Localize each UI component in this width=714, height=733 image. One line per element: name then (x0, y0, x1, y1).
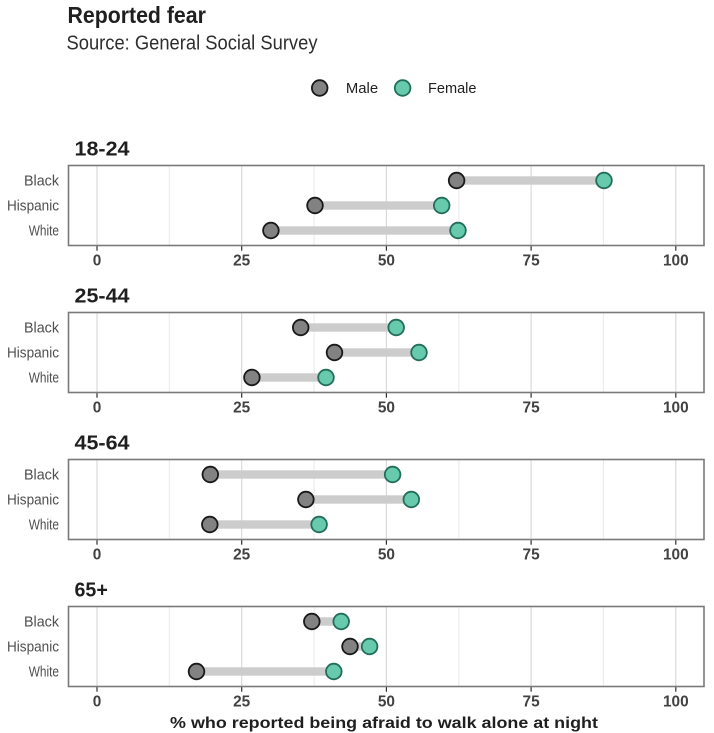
svg-text:100: 100 (663, 399, 689, 416)
svg-text:100: 100 (663, 693, 689, 710)
svg-text:45-64: 45-64 (75, 433, 131, 455)
svg-text:White: White (29, 517, 59, 534)
svg-text:Source: General Social Survey: Source: General Social Survey (67, 32, 319, 55)
svg-text:75: 75 (523, 693, 541, 710)
svg-text:Black: Black (24, 614, 59, 631)
svg-text:Reported fear: Reported fear (68, 2, 206, 28)
svg-text:50: 50 (378, 252, 395, 269)
svg-text:White: White (29, 664, 59, 681)
svg-text:0: 0 (93, 399, 102, 416)
svg-text:100: 100 (663, 546, 689, 563)
svg-text:75: 75 (523, 546, 541, 563)
svg-text:25: 25 (233, 693, 251, 710)
svg-text:50: 50 (378, 399, 395, 416)
svg-text:Hispanic: Hispanic (7, 345, 59, 362)
svg-text:50: 50 (378, 546, 395, 563)
svg-text:Hispanic: Hispanic (7, 198, 59, 215)
svg-text:0: 0 (93, 546, 102, 563)
svg-text:White: White (29, 223, 59, 240)
svg-text:25-44: 25-44 (75, 286, 131, 308)
svg-text:0: 0 (93, 252, 102, 269)
svg-text:65+: 65+ (75, 580, 108, 602)
svg-text:75: 75 (523, 399, 541, 416)
svg-text:25: 25 (233, 399, 251, 416)
svg-text:25: 25 (233, 546, 251, 563)
svg-text:18-24: 18-24 (75, 139, 131, 161)
svg-text:Hispanic: Hispanic (7, 492, 59, 509)
svg-text:Hispanic: Hispanic (7, 639, 59, 656)
svg-text:% who reported being afraid to: % who reported being afraid to walk alon… (170, 715, 599, 732)
svg-text:Female: Female (428, 80, 477, 97)
svg-text:Male: Male (346, 80, 378, 97)
svg-text:Black: Black (24, 173, 59, 190)
svg-text:Black: Black (24, 320, 59, 337)
svg-text:0: 0 (93, 693, 102, 710)
svg-text:50: 50 (378, 693, 395, 710)
svg-text:Black: Black (24, 467, 59, 484)
svg-text:100: 100 (663, 252, 689, 269)
svg-text:White: White (29, 370, 59, 387)
svg-text:75: 75 (523, 252, 541, 269)
svg-text:25: 25 (233, 252, 251, 269)
